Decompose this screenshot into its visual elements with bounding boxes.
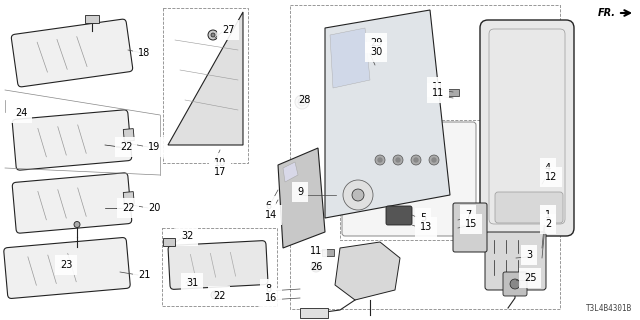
Text: 23: 23 xyxy=(60,260,72,270)
Bar xyxy=(163,238,175,246)
Text: 14: 14 xyxy=(265,210,277,220)
FancyBboxPatch shape xyxy=(485,232,546,290)
Circle shape xyxy=(393,155,403,165)
FancyBboxPatch shape xyxy=(12,173,132,233)
Polygon shape xyxy=(325,10,450,218)
Text: 27: 27 xyxy=(222,25,234,35)
Circle shape xyxy=(352,189,364,201)
Bar xyxy=(447,89,459,96)
Text: 1: 1 xyxy=(545,210,551,220)
Circle shape xyxy=(336,173,380,217)
Bar xyxy=(85,14,99,22)
Text: 11: 11 xyxy=(310,246,323,256)
Circle shape xyxy=(429,155,439,165)
Text: 5: 5 xyxy=(420,213,426,223)
Bar xyxy=(322,249,334,256)
FancyBboxPatch shape xyxy=(12,110,132,170)
Circle shape xyxy=(211,291,219,299)
FancyBboxPatch shape xyxy=(495,192,563,223)
Text: 22: 22 xyxy=(213,291,225,301)
Text: 29: 29 xyxy=(370,38,382,48)
Text: T3L4B4301B: T3L4B4301B xyxy=(586,304,632,313)
FancyBboxPatch shape xyxy=(453,203,487,252)
Circle shape xyxy=(208,30,218,40)
Text: 18: 18 xyxy=(138,48,150,58)
Text: 4: 4 xyxy=(545,163,551,173)
FancyBboxPatch shape xyxy=(480,20,574,236)
Text: 31: 31 xyxy=(186,278,198,288)
Text: 17: 17 xyxy=(214,167,227,177)
Text: 16: 16 xyxy=(265,293,277,303)
Text: 7: 7 xyxy=(465,210,471,220)
Text: 22: 22 xyxy=(120,142,132,152)
Circle shape xyxy=(311,262,321,272)
Text: 19: 19 xyxy=(148,142,160,152)
Circle shape xyxy=(396,158,400,162)
Polygon shape xyxy=(330,28,370,88)
Circle shape xyxy=(74,221,80,228)
Text: 10: 10 xyxy=(214,158,227,168)
Bar xyxy=(340,120,480,240)
Circle shape xyxy=(211,33,215,37)
Polygon shape xyxy=(278,148,325,248)
Bar xyxy=(124,192,134,204)
Polygon shape xyxy=(283,162,298,182)
Circle shape xyxy=(510,279,520,289)
Bar xyxy=(290,5,560,309)
Text: 21: 21 xyxy=(138,270,150,280)
Text: FR.: FR. xyxy=(598,8,616,18)
Polygon shape xyxy=(168,12,243,145)
Text: 9: 9 xyxy=(297,187,303,197)
Text: 30: 30 xyxy=(370,47,382,57)
FancyBboxPatch shape xyxy=(168,241,268,289)
Polygon shape xyxy=(335,242,400,300)
Text: 22: 22 xyxy=(122,203,134,213)
Text: 12: 12 xyxy=(545,172,557,182)
Text: 28: 28 xyxy=(298,95,310,105)
Circle shape xyxy=(214,293,216,297)
Circle shape xyxy=(298,98,306,106)
Bar xyxy=(300,308,328,318)
Text: 20: 20 xyxy=(148,203,161,213)
Circle shape xyxy=(375,155,385,165)
Bar xyxy=(163,8,248,163)
Text: 24: 24 xyxy=(15,108,28,118)
Text: 25: 25 xyxy=(524,273,536,283)
Text: 13: 13 xyxy=(420,222,432,232)
Text: 6: 6 xyxy=(265,201,271,211)
Bar xyxy=(124,129,134,141)
FancyBboxPatch shape xyxy=(12,19,132,87)
Circle shape xyxy=(295,95,309,109)
FancyBboxPatch shape xyxy=(503,272,527,296)
Circle shape xyxy=(343,180,373,210)
Text: 32: 32 xyxy=(181,231,193,241)
Circle shape xyxy=(414,158,418,162)
Text: 26: 26 xyxy=(310,262,323,272)
Circle shape xyxy=(378,158,382,162)
Circle shape xyxy=(411,155,421,165)
Text: 2: 2 xyxy=(545,219,551,229)
Text: 8: 8 xyxy=(265,284,271,294)
FancyBboxPatch shape xyxy=(386,206,412,225)
Text: 11: 11 xyxy=(432,82,444,92)
Text: 3: 3 xyxy=(526,250,532,260)
FancyBboxPatch shape xyxy=(4,237,130,299)
FancyBboxPatch shape xyxy=(342,122,476,236)
Circle shape xyxy=(432,158,436,162)
Text: 11: 11 xyxy=(432,88,444,98)
Bar xyxy=(162,228,277,306)
Text: 15: 15 xyxy=(465,219,477,229)
